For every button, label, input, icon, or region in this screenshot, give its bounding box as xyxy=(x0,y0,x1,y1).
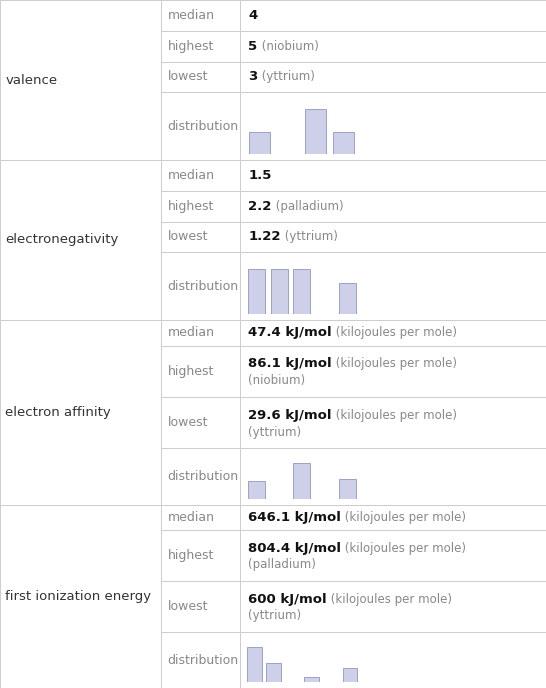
Text: 1.5: 1.5 xyxy=(248,169,272,182)
Text: median: median xyxy=(168,326,215,339)
Text: lowest: lowest xyxy=(168,600,208,613)
Text: lowest: lowest xyxy=(168,416,208,429)
Text: 1.22: 1.22 xyxy=(248,230,281,244)
Bar xyxy=(339,283,356,314)
Text: median: median xyxy=(168,9,215,22)
Text: (niobium): (niobium) xyxy=(248,374,306,387)
Text: highest: highest xyxy=(168,365,214,378)
Text: highest: highest xyxy=(168,200,214,213)
Bar xyxy=(333,132,354,155)
Bar xyxy=(339,480,356,499)
Text: 5: 5 xyxy=(248,40,258,53)
Text: electron affinity: electron affinity xyxy=(5,406,111,419)
Bar xyxy=(266,663,281,682)
Text: highest: highest xyxy=(168,40,214,53)
Text: 2.2: 2.2 xyxy=(248,200,272,213)
Bar xyxy=(250,132,270,155)
Text: distribution: distribution xyxy=(168,654,239,667)
Text: (yttrium): (yttrium) xyxy=(248,610,301,623)
Text: (palladium): (palladium) xyxy=(248,559,316,572)
Bar xyxy=(271,269,288,314)
Text: (kilojoules per mole): (kilojoules per mole) xyxy=(332,326,457,339)
Text: 804.4 kJ/mol: 804.4 kJ/mol xyxy=(248,541,341,555)
Text: valence: valence xyxy=(5,74,57,87)
Bar xyxy=(293,463,310,499)
Text: electronegativity: electronegativity xyxy=(5,233,119,246)
Text: (kilojoules per mole): (kilojoules per mole) xyxy=(327,592,452,605)
Text: (niobium): (niobium) xyxy=(258,40,318,53)
Text: distribution: distribution xyxy=(168,120,239,133)
Bar xyxy=(342,668,357,682)
Text: 86.1 kJ/mol: 86.1 kJ/mol xyxy=(248,357,332,370)
Text: (kilojoules per mole): (kilojoules per mole) xyxy=(332,409,457,422)
Bar xyxy=(248,482,265,499)
Text: (yttrium): (yttrium) xyxy=(258,70,314,83)
Text: first ionization energy: first ionization energy xyxy=(5,590,152,603)
Text: (yttrium): (yttrium) xyxy=(281,230,338,244)
Text: median: median xyxy=(168,169,215,182)
Text: 47.4 kJ/mol: 47.4 kJ/mol xyxy=(248,326,332,339)
Bar xyxy=(305,677,319,682)
Text: 600 kJ/mol: 600 kJ/mol xyxy=(248,592,327,605)
Text: 646.1 kJ/mol: 646.1 kJ/mol xyxy=(248,511,341,524)
Text: 3: 3 xyxy=(248,70,258,83)
Bar xyxy=(293,269,310,314)
Text: median: median xyxy=(168,511,215,524)
Text: highest: highest xyxy=(168,549,214,562)
Text: 4: 4 xyxy=(248,9,258,22)
Text: (kilojoules per mole): (kilojoules per mole) xyxy=(341,511,466,524)
Text: distribution: distribution xyxy=(168,470,239,483)
Text: (yttrium): (yttrium) xyxy=(248,425,301,438)
Text: (kilojoules per mole): (kilojoules per mole) xyxy=(332,357,457,370)
Bar xyxy=(247,647,262,682)
Bar xyxy=(248,269,265,314)
Text: 29.6 kJ/mol: 29.6 kJ/mol xyxy=(248,409,332,422)
Text: (kilojoules per mole): (kilojoules per mole) xyxy=(341,541,466,555)
Bar xyxy=(305,109,326,155)
Text: (palladium): (palladium) xyxy=(272,200,343,213)
Text: lowest: lowest xyxy=(168,230,208,244)
Text: lowest: lowest xyxy=(168,70,208,83)
Text: distribution: distribution xyxy=(168,279,239,292)
